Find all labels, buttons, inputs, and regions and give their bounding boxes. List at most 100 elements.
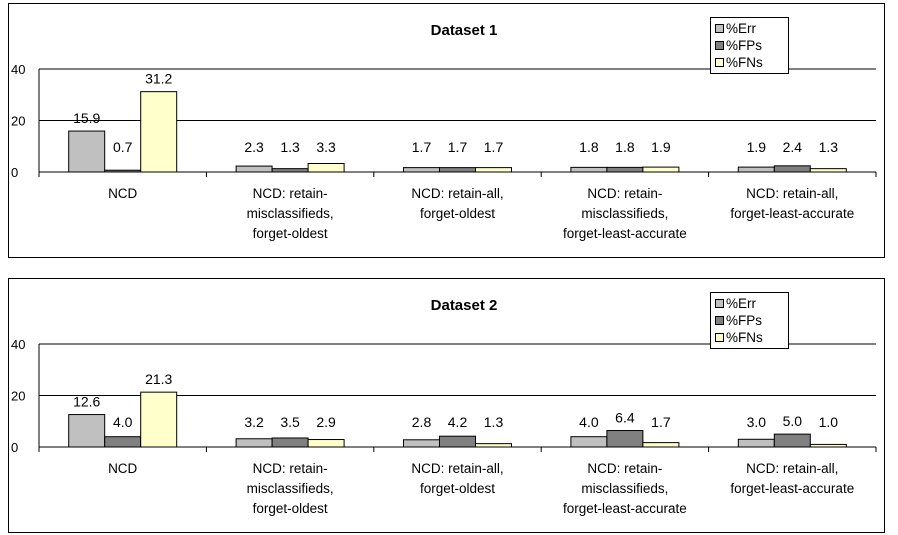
bar-fps <box>439 167 476 173</box>
category-label-line: NCD: retain-all, <box>411 186 503 201</box>
category-label-line: forget-least-accurate <box>730 481 854 496</box>
legend-item: %FNs <box>715 329 788 346</box>
category-label-line: misclassifieds, <box>247 206 334 221</box>
category-label: NCD: retain-all, forget-least-accurate <box>730 186 854 221</box>
bar-fps <box>104 436 142 448</box>
bar-fps <box>606 166 644 173</box>
data-label: 4.0 <box>579 414 599 430</box>
legend-item: %FPs <box>715 312 788 329</box>
legend-item: %Err <box>715 20 788 37</box>
data-label: 12.6 <box>73 394 100 410</box>
chart-title: Dataset 2 <box>431 297 498 314</box>
bar-fps <box>773 165 811 173</box>
chart-title: Dataset 1 <box>431 22 498 39</box>
data-label: 1.3 <box>280 139 300 155</box>
legend-label: %FNs <box>726 55 763 70</box>
legend-label: %FNs <box>726 330 763 345</box>
legend-item: %FNs <box>715 54 788 71</box>
data-label: 31.2 <box>145 71 172 87</box>
chart-panel-dataset-2: Dataset 2 0 20 40 12.6 4.0 21.3 NCD 3.2 3.5 2.9 NCD… <box>8 278 885 533</box>
bar-fns <box>140 91 178 173</box>
data-label: 1.7 <box>412 139 432 155</box>
category-label-line: forget-least-accurate <box>563 226 687 241</box>
category-label-line: forget-oldest <box>420 481 495 496</box>
legend-swatch <box>715 333 724 342</box>
data-label: 1.7 <box>651 414 671 430</box>
bar-fns <box>475 443 512 448</box>
category-label: NCD <box>108 186 137 201</box>
category-label-line: NCD: retain-all, <box>411 461 503 476</box>
y-tick-label: 0 <box>11 440 18 455</box>
legend-label: %FPs <box>726 38 763 53</box>
category-label-line: NCD <box>108 461 137 476</box>
bar-err <box>403 439 440 448</box>
data-label: 3.5 <box>280 414 300 430</box>
category-label-line: NCD: retain- <box>587 186 662 201</box>
bar-err <box>737 438 775 448</box>
data-label: 5.0 <box>783 413 803 429</box>
category-label: NCD <box>108 461 137 476</box>
bar-fns <box>642 166 680 173</box>
bar-fps <box>773 433 811 448</box>
category-label-line: NCD <box>108 186 137 201</box>
data-label: 6.4 <box>615 410 635 426</box>
data-label: 2.8 <box>412 414 432 430</box>
legend-swatch <box>715 299 724 308</box>
data-label: 1.7 <box>484 139 504 155</box>
category-label-line: misclassifieds, <box>581 206 668 221</box>
data-label: 2.9 <box>316 414 336 430</box>
y-tick-label: 40 <box>11 62 25 77</box>
data-label: 2.4 <box>783 139 803 155</box>
y-tick-label: 20 <box>11 389 25 404</box>
bar-err <box>737 166 775 173</box>
category-label-line: forget-oldest <box>253 226 328 241</box>
category-label-line: forget-least-accurate <box>563 501 687 516</box>
legend-swatch <box>715 58 724 67</box>
data-label: 4.2 <box>448 414 468 430</box>
legend-dataset-2: %Err %FPs %FNs <box>710 292 789 349</box>
data-label: 1.7 <box>448 139 468 155</box>
bar-err <box>68 414 106 448</box>
category-label: NCD: retain-all, forget-oldest <box>411 461 503 496</box>
legend-swatch <box>715 41 724 50</box>
bar-err <box>570 436 608 448</box>
data-label: 3.0 <box>747 414 767 430</box>
category-label: NCD: retain-misclassifieds, forget-oldest <box>247 461 334 516</box>
category-label-line: forget-oldest <box>253 501 328 516</box>
bar-fns <box>642 442 680 448</box>
legend-swatch <box>715 24 724 33</box>
category-label: NCD: retain-misclassifieds, forget-oldest <box>247 186 334 241</box>
bar-fns <box>809 443 847 448</box>
bar-err <box>235 438 273 448</box>
data-label: 1.3 <box>819 139 839 155</box>
data-label: 1.9 <box>651 139 671 155</box>
category-label-line: misclassifieds, <box>247 481 334 496</box>
data-label: 3.2 <box>244 414 264 430</box>
category-label-line: NCD: retain- <box>253 186 328 201</box>
bar-fns <box>475 167 512 173</box>
bar-fps <box>439 435 476 448</box>
legend-item: %FPs <box>715 37 788 54</box>
data-label: 1.8 <box>615 139 635 155</box>
bar-fps <box>271 168 309 173</box>
bar-fns <box>307 439 345 448</box>
category-label: NCD: retain-misclassifieds, forget-least-… <box>563 186 687 241</box>
legend-label: %FPs <box>726 313 763 328</box>
y-tick-label: 0 <box>11 165 18 180</box>
bar-err <box>570 166 608 173</box>
bar-fns <box>140 391 178 448</box>
category-label-line: NCD: retain- <box>587 461 662 476</box>
legend-label: %Err <box>726 296 756 311</box>
category-label-line: NCD: retain-all, <box>746 461 838 476</box>
data-label: 3.3 <box>316 139 336 155</box>
category-label: NCD: retain-all, forget-least-accurate <box>730 461 854 496</box>
legend-dataset-1: %Err %FPs %FNs <box>710 17 789 74</box>
bar-fns <box>307 163 345 173</box>
bar-err <box>235 165 273 173</box>
legend-label: %Err <box>726 21 756 36</box>
bar-err <box>68 130 106 173</box>
bar-fps <box>606 430 644 448</box>
data-label: 0.7 <box>113 139 133 155</box>
chart-svg-dataset-1: Dataset 1 0 20 40 15.9 0.7 31.2 NCD 2.3 1.3 3.3 NCD… <box>11 22 877 241</box>
category-label-line: forget-oldest <box>420 206 495 221</box>
